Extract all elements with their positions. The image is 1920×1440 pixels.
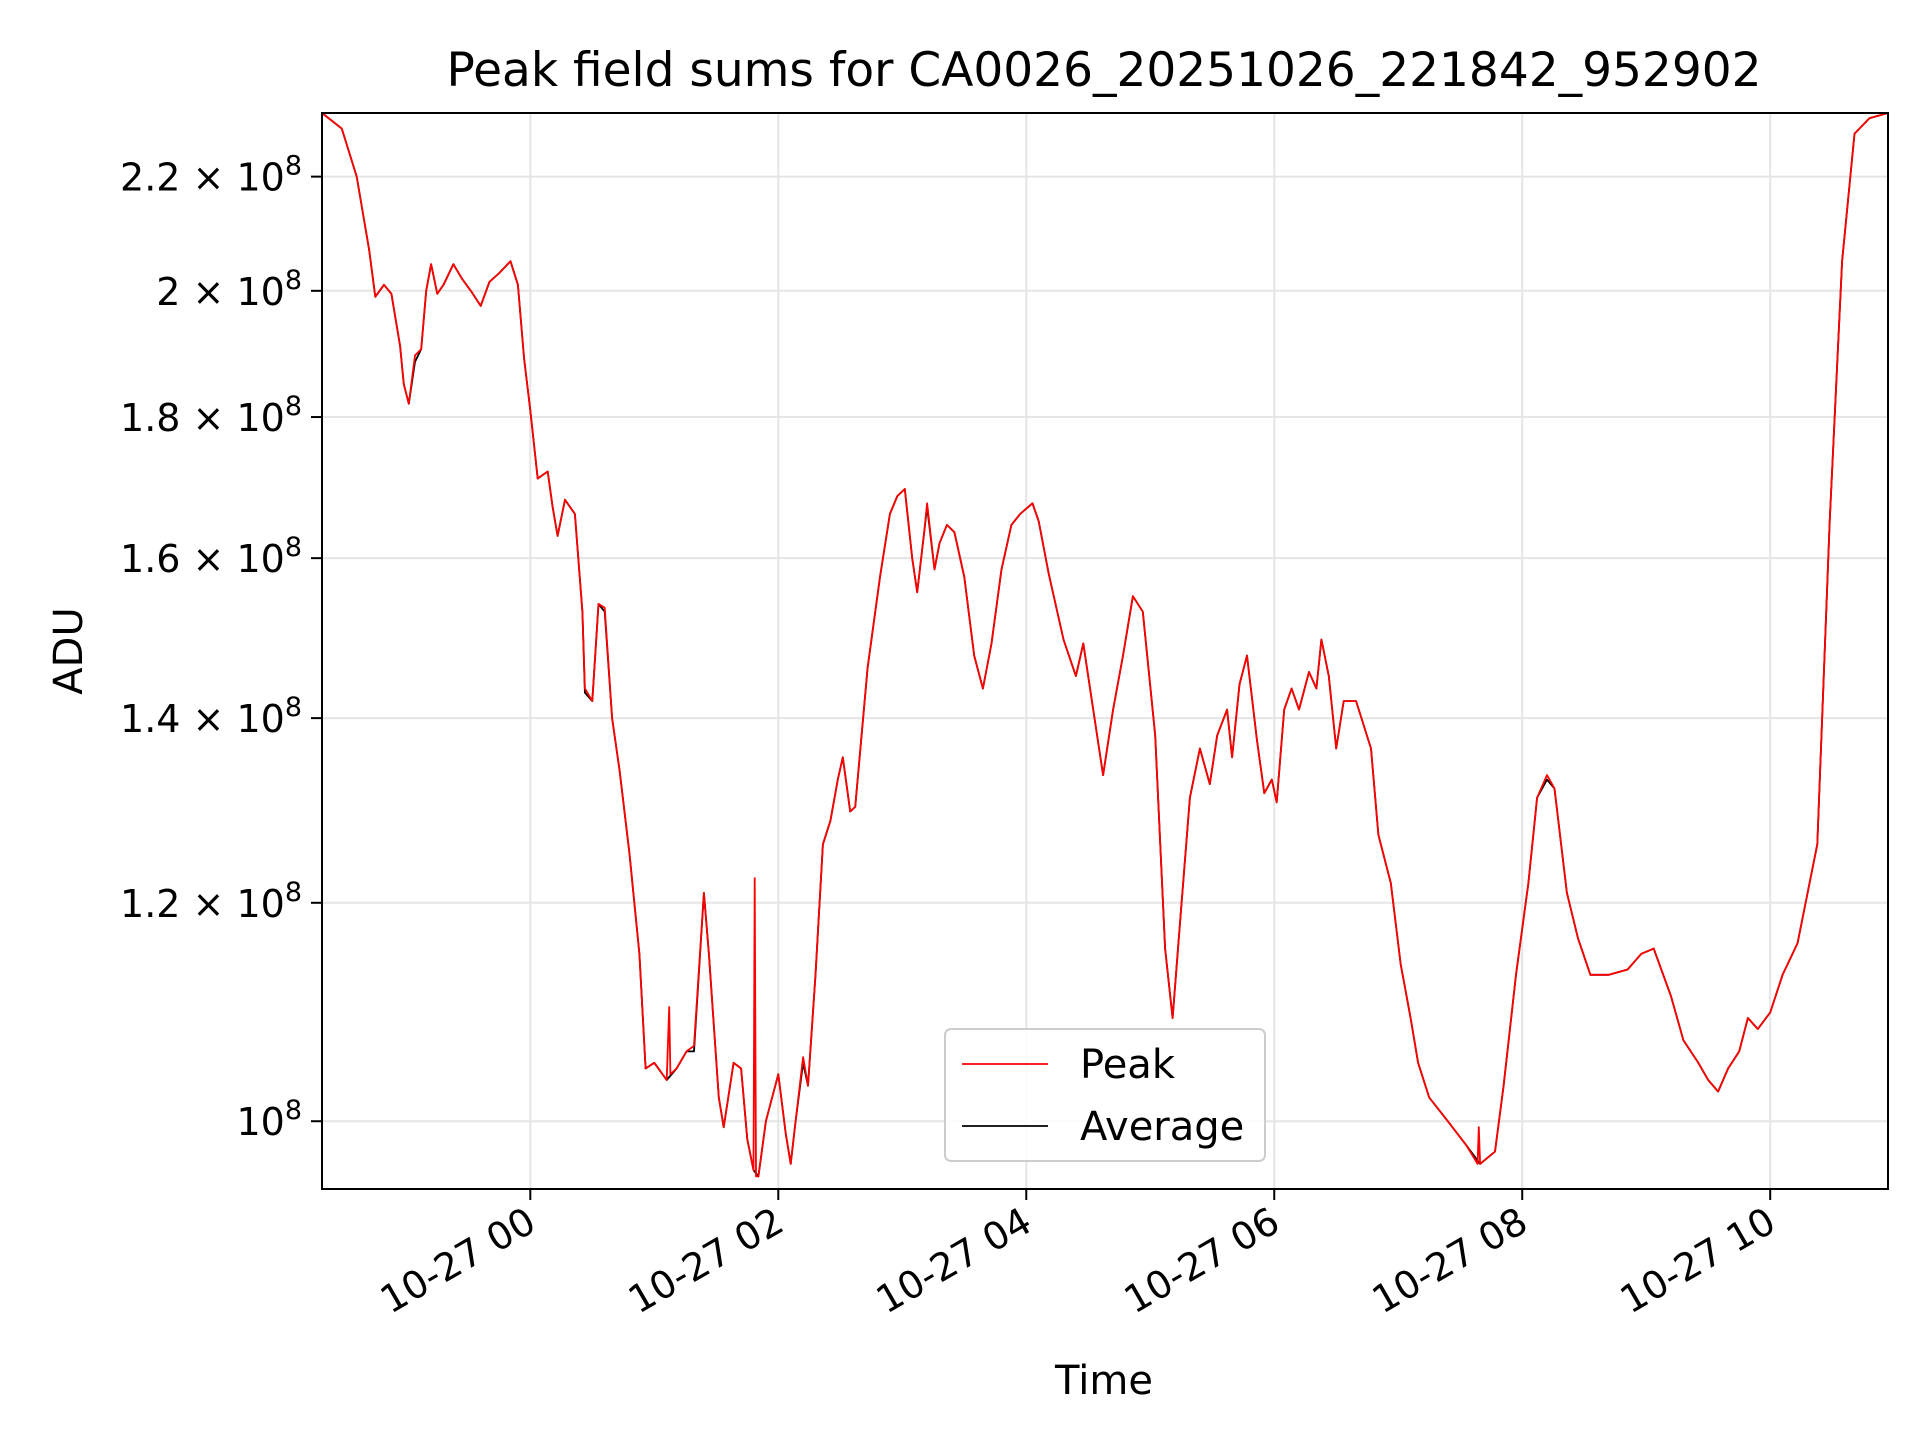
plot-area [321,112,1889,1178]
y-axis: 108 1.2 × 108 1.4 × 108 1.6 × 108 1.8 × 108 2… [120,151,322,1144]
legend: Peak Average [944,1028,1266,1162]
plot-frame [321,112,1889,1190]
y-tick-label: 108 [236,1095,302,1144]
y-tick-label: 1.6 × 108 [120,532,302,581]
y-tick-label: 2 × 108 [156,265,302,314]
x-axis: 10-27 00 10-27 02 10-27 04 10-27 06 10-27 08… [373,1189,1783,1322]
x-tick-label: 10-27 00 [373,1199,543,1323]
chart-title: Peak field sums for CA0026_20251026_2218… [446,43,1761,98]
x-tick-label: 10-27 06 [1117,1199,1287,1323]
x-tick-label: 10-27 10 [1613,1199,1783,1323]
y-tick-label: 1.4 × 108 [120,692,302,741]
series-line-peak [321,112,1889,1178]
x-axis-label: Time [1054,1358,1153,1404]
series-line-average [321,112,1889,1178]
y-axis-label: ADU [46,607,92,694]
y-tick-label: 1.8 × 108 [120,391,302,440]
legend-label-average: Average [1080,1104,1244,1150]
x-tick-label: 10-27 04 [869,1199,1039,1323]
y-tick-label: 1.2 × 108 [120,877,302,926]
x-tick-label: 10-27 02 [621,1199,791,1323]
y-tick-label: 2.2 × 108 [120,151,302,200]
grid [322,113,1888,1189]
legend-frame [944,1028,1266,1162]
legend-label-peak: Peak [1080,1042,1176,1088]
x-tick-label: 10-27 08 [1365,1199,1535,1323]
